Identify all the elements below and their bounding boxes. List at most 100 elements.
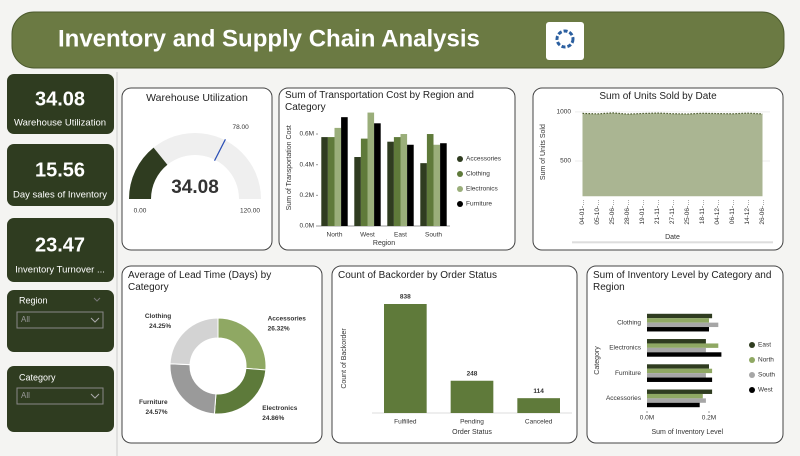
filter-label: Region	[19, 295, 48, 305]
bar	[374, 123, 381, 226]
y-tick-label: Electronics	[609, 345, 642, 352]
legend-label: Electronics	[466, 186, 499, 193]
x-tick-label: 06-11-…	[729, 199, 736, 224]
bar	[393, 137, 401, 226]
logo	[546, 22, 584, 60]
gauge-tick-label: 120.00	[240, 208, 260, 215]
bar	[360, 138, 368, 226]
dropdown[interactable]	[16, 311, 104, 329]
panel	[121, 87, 273, 251]
y-axis-title: Sum of Units Sold	[540, 124, 547, 180]
bar	[647, 313, 713, 319]
x-tick-label: 14-12-…	[744, 199, 751, 224]
x-axis-title: Order Status	[452, 429, 492, 436]
bar	[647, 377, 713, 382]
panel	[121, 265, 323, 444]
y-tick-label: 0.0M	[300, 223, 314, 230]
x-tick-label: 25-06-…	[609, 199, 616, 224]
logo-icon	[555, 29, 575, 49]
x-tick-label: East	[394, 232, 407, 239]
y-tick-label: 0.4M	[300, 161, 314, 168]
slice-value: 24.86%	[262, 415, 284, 422]
bar	[367, 112, 375, 226]
filter-card	[7, 366, 114, 432]
y-axis-title: Count of Backorder	[341, 328, 348, 389]
bar	[354, 157, 361, 226]
x-tick-label: 05-10-…	[594, 199, 601, 224]
area	[582, 112, 763, 197]
legend-swatch	[457, 156, 463, 162]
legend-swatch	[749, 342, 755, 348]
y-axis-title: Sum of Transportation Cost	[286, 125, 293, 210]
x-tick-label: 18-11-…	[699, 199, 706, 224]
x-tick-label: 04-12-…	[714, 199, 721, 224]
donut-slice	[169, 317, 219, 366]
gauge-tick-label: 0.00	[134, 208, 147, 215]
y-tick-label: Accessories	[606, 395, 642, 402]
area-line	[582, 112, 763, 115]
bar	[327, 137, 335, 226]
kpi-value: 23.47	[35, 234, 85, 256]
slice-label: Clothing	[145, 313, 171, 320]
gauge-value-label: 34.08	[171, 177, 219, 198]
slice-label: Electronics	[262, 405, 297, 412]
value-label: 838	[400, 294, 411, 301]
value-label: 248	[467, 370, 478, 377]
legend-swatch	[749, 357, 755, 363]
legend-swatch	[457, 201, 463, 207]
bar	[426, 134, 434, 226]
x-tick-label: 0.2M	[702, 415, 716, 422]
bar	[450, 380, 494, 413]
y-tick-label: 0.6M	[300, 131, 314, 138]
bar	[384, 304, 427, 413]
y-tick-label: Clothing	[617, 319, 641, 326]
legend-label: East	[758, 342, 771, 349]
legend-label: West	[758, 387, 773, 394]
chart-title: Warehouse Utilization	[146, 92, 248, 104]
gauge-track	[129, 133, 261, 199]
x-tick-label: 04-01-…	[579, 199, 586, 224]
x-axis-title: Sum of Inventory Level	[652, 429, 724, 436]
kpi-card	[7, 144, 114, 206]
chart-title: Average of Lead Time (Days) by Category	[128, 270, 272, 293]
value-label: 114	[533, 388, 544, 395]
chevron	[93, 297, 101, 302]
panel	[331, 265, 578, 444]
legend-label: Furniture	[466, 201, 492, 208]
bar	[647, 389, 713, 394]
bar	[440, 143, 447, 226]
filter-value: All	[21, 315, 30, 324]
chevron	[90, 393, 100, 399]
bar	[647, 322, 719, 328]
bar	[400, 134, 408, 226]
y-tick-label: Furniture	[615, 370, 641, 377]
legend-label: South	[758, 372, 775, 379]
x-tick-label: Pending	[460, 419, 484, 426]
y-tick-label: 1000	[557, 109, 572, 116]
filter-label: Category	[19, 372, 56, 382]
bar	[647, 393, 703, 399]
bar	[433, 144, 441, 226]
scrollbar	[572, 241, 773, 244]
filter-value: All	[21, 391, 30, 400]
header-title: Inventory and Supply Chain Analysis	[58, 25, 480, 52]
kpi-label: Inventory Turnover ...	[15, 265, 105, 276]
legend-swatch	[749, 372, 755, 378]
x-tick-label: North	[327, 232, 343, 239]
slice-label: Furniture	[139, 399, 168, 406]
legend-swatch	[457, 171, 463, 177]
y-axis-title: Category	[594, 346, 601, 375]
x-tick-label: 26-06-…	[759, 199, 766, 224]
gauge-value	[129, 147, 168, 199]
bar	[647, 343, 719, 348]
x-tick-label: 27-11-…	[669, 199, 676, 224]
bar	[321, 137, 328, 226]
bar	[647, 347, 706, 353]
bar	[647, 368, 713, 374]
bar	[647, 373, 706, 378]
dropdown[interactable]	[16, 387, 104, 405]
filter-card	[7, 290, 114, 352]
bar	[517, 398, 560, 413]
kpi-label: Warehouse Utilization	[14, 118, 106, 129]
